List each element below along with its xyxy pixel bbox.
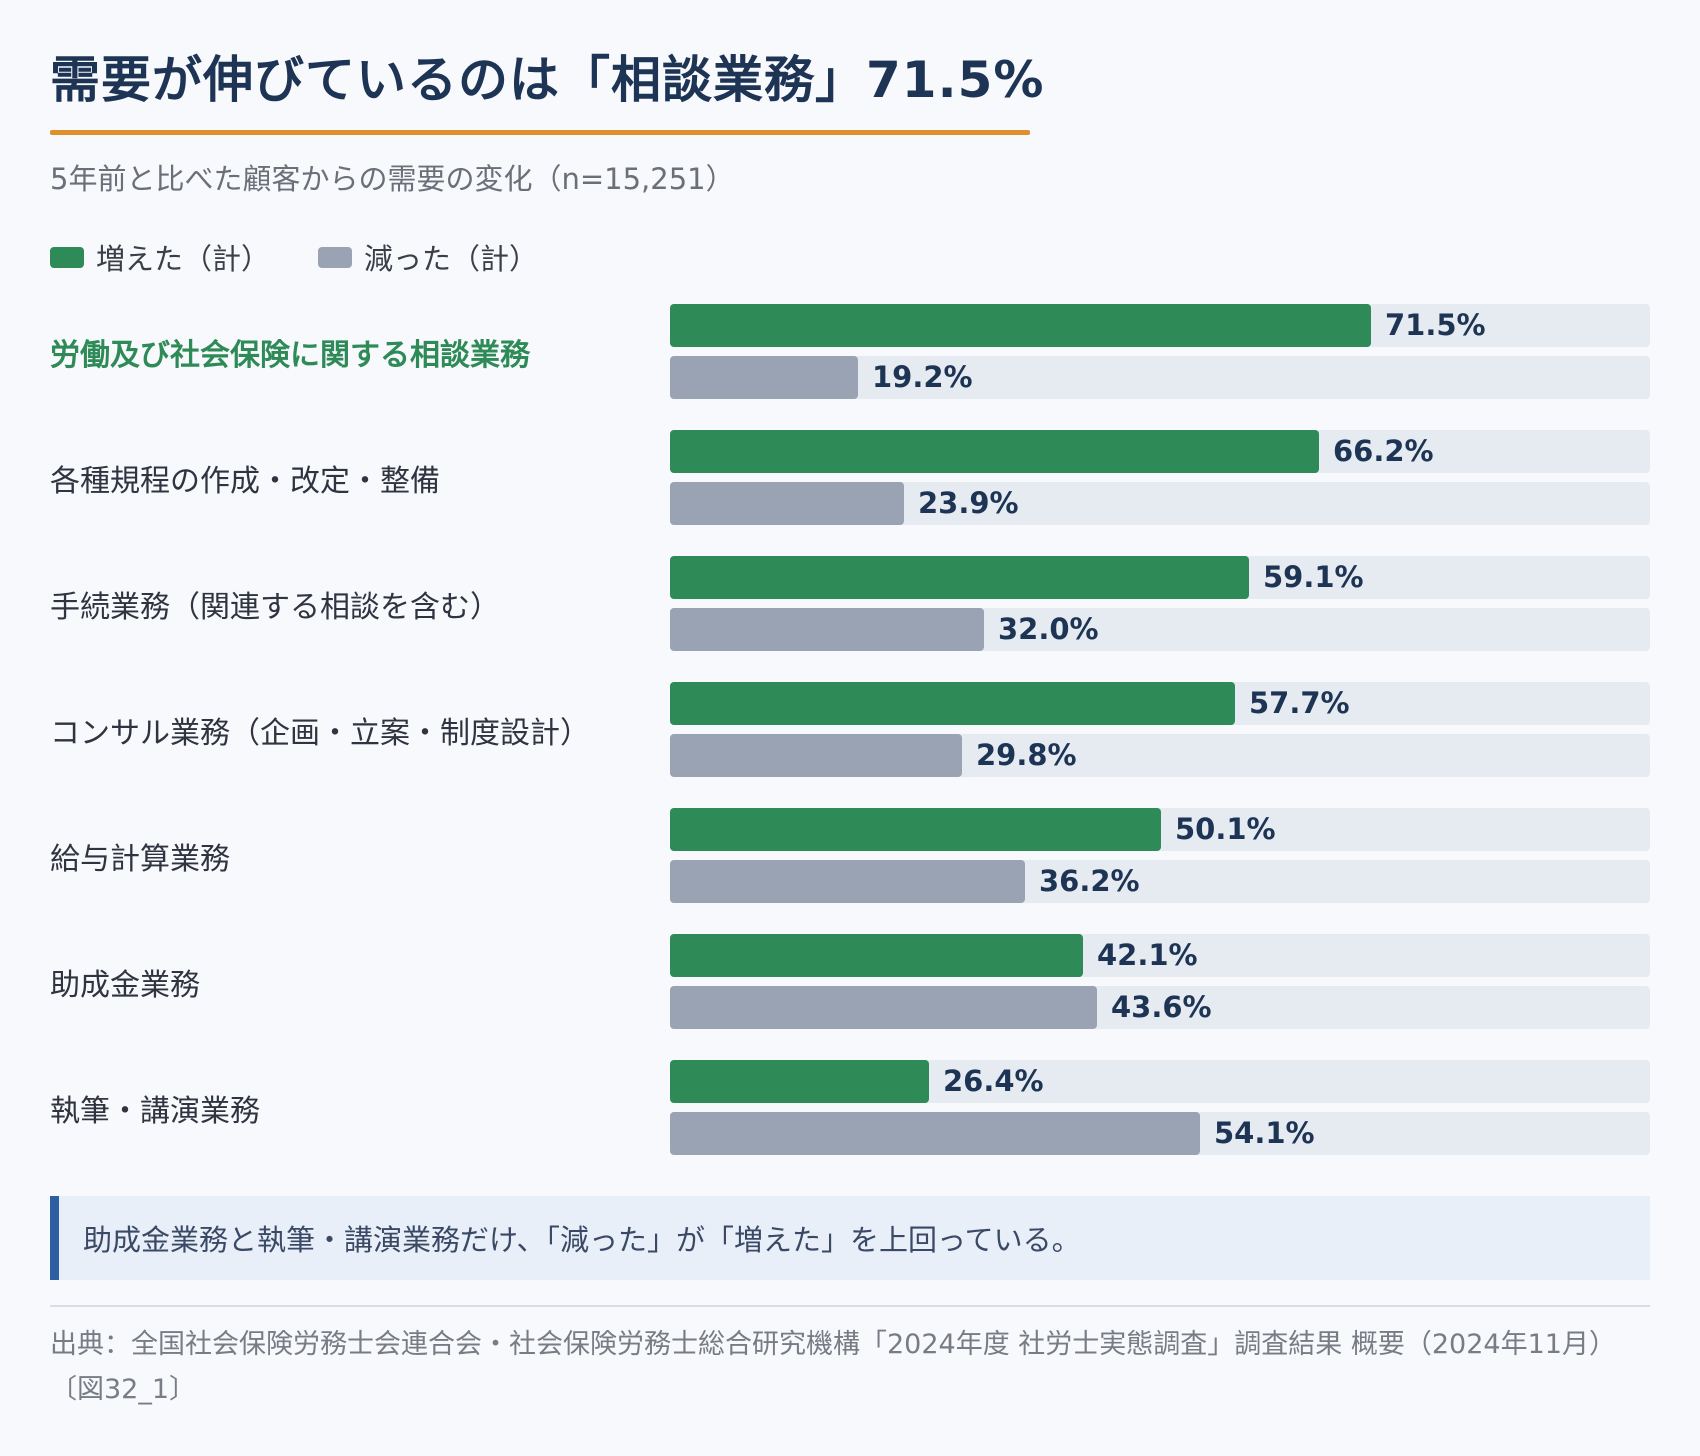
category-label: 給与計算業務 bbox=[50, 842, 230, 877]
callout-note: 助成金業務と執筆・講演業務だけ、「減った」が「増えた」を上回っている。 bbox=[50, 1196, 1650, 1280]
bar-value-label: 36.2% bbox=[1039, 864, 1140, 898]
bar-decrease bbox=[670, 986, 1097, 1029]
bar-value-label: 29.8% bbox=[976, 738, 1077, 772]
bar-value-label: 57.7% bbox=[1249, 686, 1350, 720]
bar-track-increase: 26.4% bbox=[670, 1060, 1650, 1103]
bar-value-label: 50.1% bbox=[1175, 812, 1276, 846]
title-underline bbox=[50, 130, 1030, 135]
category-label: 手続業務（関連する相談を含む） bbox=[50, 590, 500, 625]
bar-decrease bbox=[670, 608, 984, 651]
legend-label-decrease: 減った（計） bbox=[364, 242, 539, 276]
bar-track-increase: 59.1% bbox=[670, 556, 1650, 599]
bar-value-label: 54.1% bbox=[1214, 1116, 1315, 1150]
bar-decrease bbox=[670, 734, 962, 777]
bar-increase bbox=[670, 556, 1249, 599]
bar-value-label: 66.2% bbox=[1333, 434, 1434, 468]
chart-row: 助成金業務 42.1% 43.6% bbox=[50, 934, 1650, 1030]
bar-value-label: 71.5% bbox=[1385, 308, 1486, 342]
bar-track-increase: 57.7% bbox=[670, 682, 1650, 725]
chart-row: コンサル業務（企画・立案・制度設計） 57.7% 29.8% bbox=[50, 682, 1650, 778]
bar-track-decrease: 43.6% bbox=[670, 986, 1650, 1029]
chart-row: 給与計算業務 50.1% 36.2% bbox=[50, 808, 1650, 904]
chart-row: 労働及び社会保険に関する相談業務 71.5% 19.2% bbox=[50, 304, 1650, 400]
bar-track-increase: 71.5% bbox=[670, 304, 1650, 347]
category-label: 執筆・講演業務 bbox=[50, 1094, 260, 1129]
legend-swatch-increase bbox=[50, 246, 84, 268]
bar-value-label: 43.6% bbox=[1111, 990, 1212, 1024]
bar-track-decrease: 36.2% bbox=[670, 860, 1650, 903]
bar-increase bbox=[670, 934, 1083, 977]
category-label: 労働及び社会保険に関する相談業務 bbox=[50, 338, 530, 373]
bar-track-increase: 66.2% bbox=[670, 430, 1650, 473]
bar-decrease bbox=[670, 860, 1025, 903]
source-citation: 出典：全国社会保険労務士会連合会・社会保険労務士総合研究機構「2024年度 社労… bbox=[50, 1329, 1616, 1405]
legend-swatch-decrease bbox=[318, 246, 353, 268]
bar-increase bbox=[670, 430, 1319, 473]
chart-row: 手続業務（関連する相談を含む） 59.1% 32.0% bbox=[50, 556, 1650, 652]
bar-value-label: 26.4% bbox=[943, 1064, 1044, 1098]
category-label: 助成金業務 bbox=[50, 968, 200, 1003]
category-label: コンサル業務（企画・立案・制度設計） bbox=[50, 716, 590, 751]
source-divider bbox=[50, 1305, 1650, 1307]
bar-track-increase: 42.1% bbox=[670, 934, 1650, 977]
legend: 増えた（計） 減った（計） bbox=[50, 236, 586, 278]
category-label: 各種規程の作成・改定・整備 bbox=[50, 464, 440, 499]
legend-item-increase: 増えた（計） bbox=[50, 236, 270, 278]
bar-increase bbox=[670, 808, 1161, 851]
legend-label-increase: 増えた（計） bbox=[96, 242, 271, 276]
bar-track-decrease: 23.9% bbox=[670, 482, 1650, 525]
bar-track-decrease: 19.2% bbox=[670, 356, 1650, 399]
bar-track-decrease: 54.1% bbox=[670, 1112, 1650, 1155]
bar-value-label: 19.2% bbox=[872, 360, 973, 394]
bar-value-label: 59.1% bbox=[1263, 560, 1364, 594]
bar-decrease bbox=[670, 482, 904, 525]
bar-increase bbox=[670, 1060, 929, 1103]
bar-track-decrease: 32.0% bbox=[670, 608, 1650, 651]
bar-increase bbox=[670, 682, 1235, 725]
chart-row: 執筆・講演業務 26.4% 54.1% bbox=[50, 1060, 1650, 1156]
bar-value-label: 32.0% bbox=[998, 612, 1099, 646]
legend-item-decrease: 減った（計） bbox=[318, 236, 538, 278]
page-title: 需要が伸びているのは「相談業務」71.5% bbox=[50, 51, 1045, 109]
bar-track-increase: 50.1% bbox=[670, 808, 1650, 851]
bar-value-label: 42.1% bbox=[1097, 938, 1198, 972]
chart-row: 各種規程の作成・改定・整備 66.2% 23.9% bbox=[50, 430, 1650, 526]
bar-increase bbox=[670, 304, 1371, 347]
bar-decrease bbox=[670, 1112, 1200, 1155]
bar-decrease bbox=[670, 356, 858, 399]
bar-value-label: 23.9% bbox=[918, 486, 1019, 520]
chart-subtitle: 5年前と比べた顧客からの需要の変化（n=15,251） bbox=[50, 162, 735, 196]
bar-track-decrease: 29.8% bbox=[670, 734, 1650, 777]
